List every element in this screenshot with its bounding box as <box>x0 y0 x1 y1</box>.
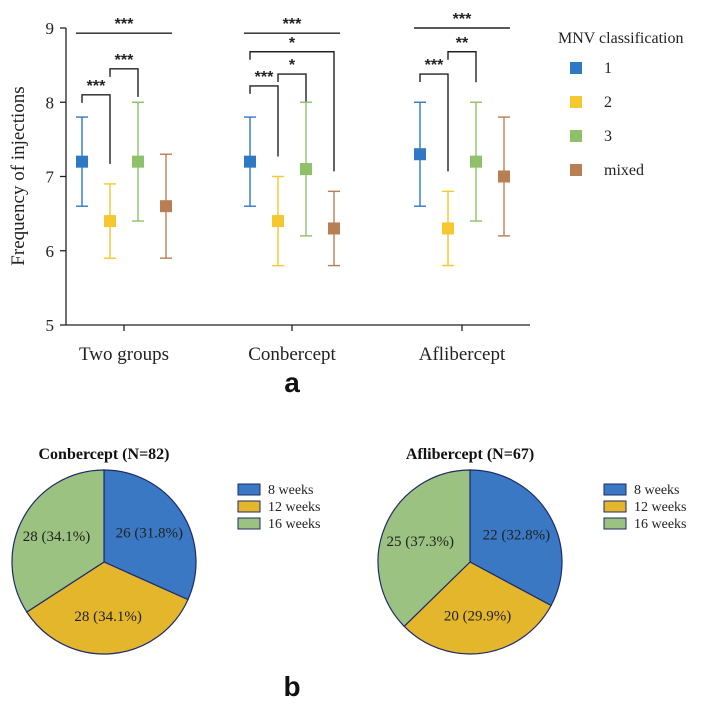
mean-marker-series-mixed <box>160 200 172 213</box>
pie-slice-16-weeks <box>11 469 105 613</box>
mean-marker-series-2 <box>442 222 454 235</box>
pie-slice-label: 26 (31.8%) <box>116 526 184 542</box>
significance-bracket <box>109 68 139 97</box>
legend-entry: 12 weeks <box>634 500 687 515</box>
significance-label: *** <box>425 57 444 74</box>
legend: MNV classification 1 2 3 mixed <box>558 30 683 179</box>
pie-slice-8-weeks <box>103 469 197 601</box>
legend-entry-3: 3 <box>604 128 612 145</box>
pie-chart-conbercept: Conbercept (N=82) 26 (31.8%) 8 weeks 28 (34… <box>11 446 321 655</box>
significance-label: ** <box>456 35 469 52</box>
significance-label: *** <box>283 16 302 33</box>
mean-marker-series-3 <box>300 163 312 176</box>
x-tick-label: Conbercept <box>248 344 336 365</box>
legend-title: MNV classification <box>558 30 683 47</box>
y-tick-label: 8 <box>46 93 55 112</box>
significance-annotations: ************************* <box>76 11 510 172</box>
legend-swatch-3 <box>570 130 582 142</box>
axes <box>65 28 530 326</box>
legend-swatch <box>237 500 261 513</box>
significance-bracket <box>447 51 477 83</box>
significance-bracket <box>419 73 449 172</box>
pie-title: Conbercept (N=82) <box>38 446 169 463</box>
legend-entry-2: 2 <box>604 94 612 111</box>
legend-entry-mixed: mixed <box>604 162 644 179</box>
legend-swatch-1 <box>570 62 582 74</box>
pie-slice-12-weeks <box>25 561 189 655</box>
legend-swatch-mixed <box>570 164 582 176</box>
legend-entry: 8 weeks <box>634 483 680 498</box>
legend-entry: 8 weeks <box>268 483 314 498</box>
pie-slice-label: 20 (29.9%) <box>444 608 512 624</box>
pie-slice-label: 28 (34.1%) <box>23 529 91 545</box>
legend-swatch <box>603 500 627 513</box>
legend-entry: 16 weeks <box>268 517 321 532</box>
pie-chart-aflibercept: Aflibercept (N=67) 22 (32.8%) 8 weeks 20 (2… <box>377 446 687 655</box>
pie-slice-label: 22 (32.8%) <box>483 527 551 543</box>
significance-label: * <box>289 35 296 52</box>
mean-marker-series-1 <box>244 155 256 168</box>
significance-label: *** <box>87 78 106 95</box>
pie-slice-12-weeks <box>403 561 552 655</box>
y-tick-label: 5 <box>46 316 55 335</box>
significance-bracket <box>277 73 307 103</box>
y-ticks: 5 6 7 8 9 <box>46 19 66 335</box>
mean-marker-series-mixed <box>328 222 340 235</box>
mean-marker-series-3 <box>132 155 144 168</box>
y-tick-label: 6 <box>46 242 55 261</box>
mean-marker-series-1 <box>76 155 88 168</box>
legend-swatch <box>603 517 627 530</box>
x-ticks: Two groups Conbercept Aflibercept <box>79 325 506 365</box>
pie-slice-16-weeks <box>377 469 471 628</box>
mean-marker-series-mixed <box>498 170 510 183</box>
mean-marker-series-2 <box>104 215 116 228</box>
panel-label-a: a <box>284 367 300 398</box>
significance-label: *** <box>255 69 274 86</box>
significance-label: *** <box>453 11 472 28</box>
pie-slice-8-weeks <box>469 469 563 607</box>
legend-swatch <box>237 483 261 496</box>
x-tick-label: Aflibercept <box>419 344 506 365</box>
x-tick-label: Two groups <box>79 344 169 365</box>
y-tick-label: 7 <box>46 168 55 187</box>
significance-label: *** <box>115 16 134 33</box>
legend-entry: 16 weeks <box>634 517 687 532</box>
legend-entry: 12 weeks <box>268 500 321 515</box>
pie-slice-label: 25 (37.3%) <box>386 534 454 550</box>
legend-swatch-2 <box>570 96 582 108</box>
data-marks <box>76 101 510 267</box>
significance-bracket <box>249 51 335 172</box>
legend-entry-1: 1 <box>604 60 612 77</box>
significance-label: * <box>289 57 296 74</box>
panel-label-b: b <box>283 671 300 702</box>
y-tick-label: 9 <box>46 19 55 38</box>
legend-swatch <box>237 517 261 530</box>
pie-slice-label: 28 (34.1%) <box>74 609 142 625</box>
significance-bracket <box>249 85 279 157</box>
legend-swatch <box>603 483 627 496</box>
significance-label: *** <box>115 52 134 69</box>
mean-marker-series-2 <box>272 215 284 228</box>
pie-title: Aflibercept (N=67) <box>406 446 534 463</box>
significance-bracket <box>81 94 111 164</box>
y-axis-label: Frequency of injections <box>8 86 29 265</box>
mean-marker-series-1 <box>414 148 426 161</box>
mean-marker-series-3 <box>470 155 482 168</box>
